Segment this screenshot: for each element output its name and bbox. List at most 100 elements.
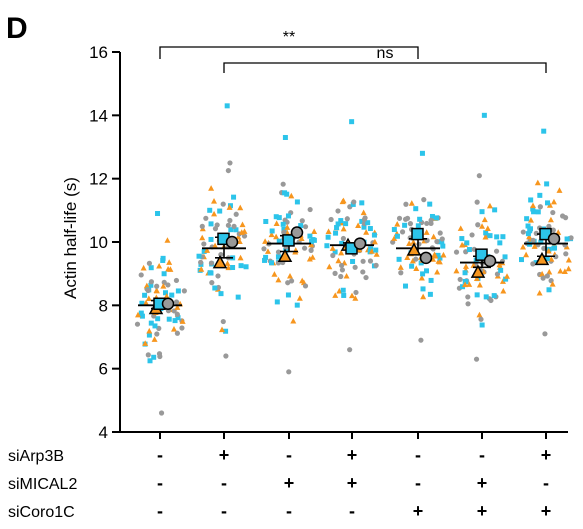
y-axis: 4 6 8 10 12 14 16 — [89, 43, 568, 442]
point-gray — [220, 318, 226, 325]
point-cyan — [545, 200, 551, 206]
replicate-mean-gray — [225, 235, 239, 249]
point-orange — [140, 264, 147, 271]
point-gray — [339, 262, 345, 269]
point-gray — [465, 294, 471, 300]
point-orange — [308, 241, 315, 248]
point-gray — [553, 254, 559, 260]
replicate-mean-orange — [406, 242, 422, 256]
point-gray — [201, 241, 207, 247]
point-cyan — [332, 249, 338, 255]
point-cyan — [148, 265, 154, 271]
point-orange — [360, 209, 367, 216]
point-orange — [482, 233, 489, 240]
point-cyan — [440, 243, 446, 249]
point-gray — [145, 352, 151, 358]
point-cyan — [464, 240, 470, 246]
point-gray — [493, 248, 500, 254]
point-cyan — [396, 256, 402, 262]
point-gray — [550, 209, 556, 216]
point-orange — [296, 295, 303, 301]
point-cyan — [284, 191, 290, 197]
point-cyan — [166, 316, 172, 322]
point-cyan — [483, 230, 489, 236]
point-gray — [284, 219, 290, 225]
point-cyan — [498, 267, 504, 273]
point-orange — [166, 259, 173, 265]
point-gray — [363, 274, 369, 281]
point-gray — [301, 245, 308, 251]
row-value: - — [157, 445, 163, 465]
point-orange — [481, 216, 488, 223]
point-orange — [225, 264, 232, 271]
replicate-mean-cyan — [411, 227, 424, 241]
point-orange — [457, 225, 464, 231]
point-cyan — [243, 264, 249, 270]
point-gray — [540, 275, 546, 281]
point-gray — [424, 220, 430, 227]
point-cyan — [365, 220, 371, 226]
point-cyan — [273, 214, 279, 220]
point-gray — [541, 245, 547, 251]
point-orange — [199, 234, 206, 241]
y-tick-label: 8 — [99, 296, 108, 315]
point-cyan — [491, 293, 497, 299]
point-orange — [436, 258, 443, 265]
point-cyan — [429, 213, 435, 219]
replicate-mean-orange — [534, 251, 550, 266]
point-gray — [227, 160, 233, 166]
point-gray — [286, 369, 292, 375]
point-gray — [158, 410, 165, 416]
point-orange — [208, 185, 215, 191]
point-orange — [527, 217, 534, 223]
row-label: siCoro1C — [8, 504, 75, 521]
point-gray — [537, 204, 543, 210]
point-orange — [271, 271, 278, 277]
point-orange — [394, 221, 401, 227]
point-cyan — [462, 270, 468, 276]
point-cyan — [502, 254, 508, 260]
replicate-mean-orange — [212, 255, 228, 269]
point-orange — [340, 197, 347, 204]
point-cyan — [169, 292, 175, 298]
point-gray — [453, 249, 460, 255]
point-orange — [473, 275, 480, 282]
point-gray — [367, 258, 374, 264]
point-gray — [212, 226, 219, 232]
point-gray — [473, 356, 480, 362]
point-gray — [407, 221, 414, 227]
point-gray — [231, 223, 237, 229]
point-orange — [371, 238, 378, 245]
point-cyan — [494, 234, 500, 240]
replicate-mean-cyan — [475, 248, 488, 261]
point-gray — [148, 279, 155, 285]
point-orange — [264, 248, 271, 254]
point-orange — [135, 311, 142, 318]
point-gray — [280, 181, 286, 187]
point-cyan — [282, 135, 288, 140]
point-cyan — [367, 226, 373, 232]
point-gray — [428, 217, 434, 223]
point-cyan — [413, 206, 419, 212]
row-value: - — [221, 501, 227, 521]
point-cyan — [335, 221, 341, 227]
point-cyan — [334, 225, 340, 231]
y-tick-label: 14 — [89, 106, 108, 125]
point-cyan — [217, 208, 223, 214]
point-gray — [261, 246, 267, 252]
point-orange — [156, 262, 163, 269]
point-gray — [302, 283, 309, 289]
point-cyan — [391, 227, 397, 233]
point-gray — [478, 316, 484, 322]
point-cyan — [418, 260, 424, 266]
point-orange — [549, 281, 556, 287]
point-gray — [550, 227, 556, 233]
point-cyan — [238, 263, 244, 269]
significance-bracket — [159, 46, 419, 59]
point-orange — [545, 247, 552, 254]
point-orange — [523, 251, 530, 258]
point-gray — [347, 347, 353, 353]
point-orange — [212, 242, 219, 249]
point-cyan — [212, 285, 218, 291]
